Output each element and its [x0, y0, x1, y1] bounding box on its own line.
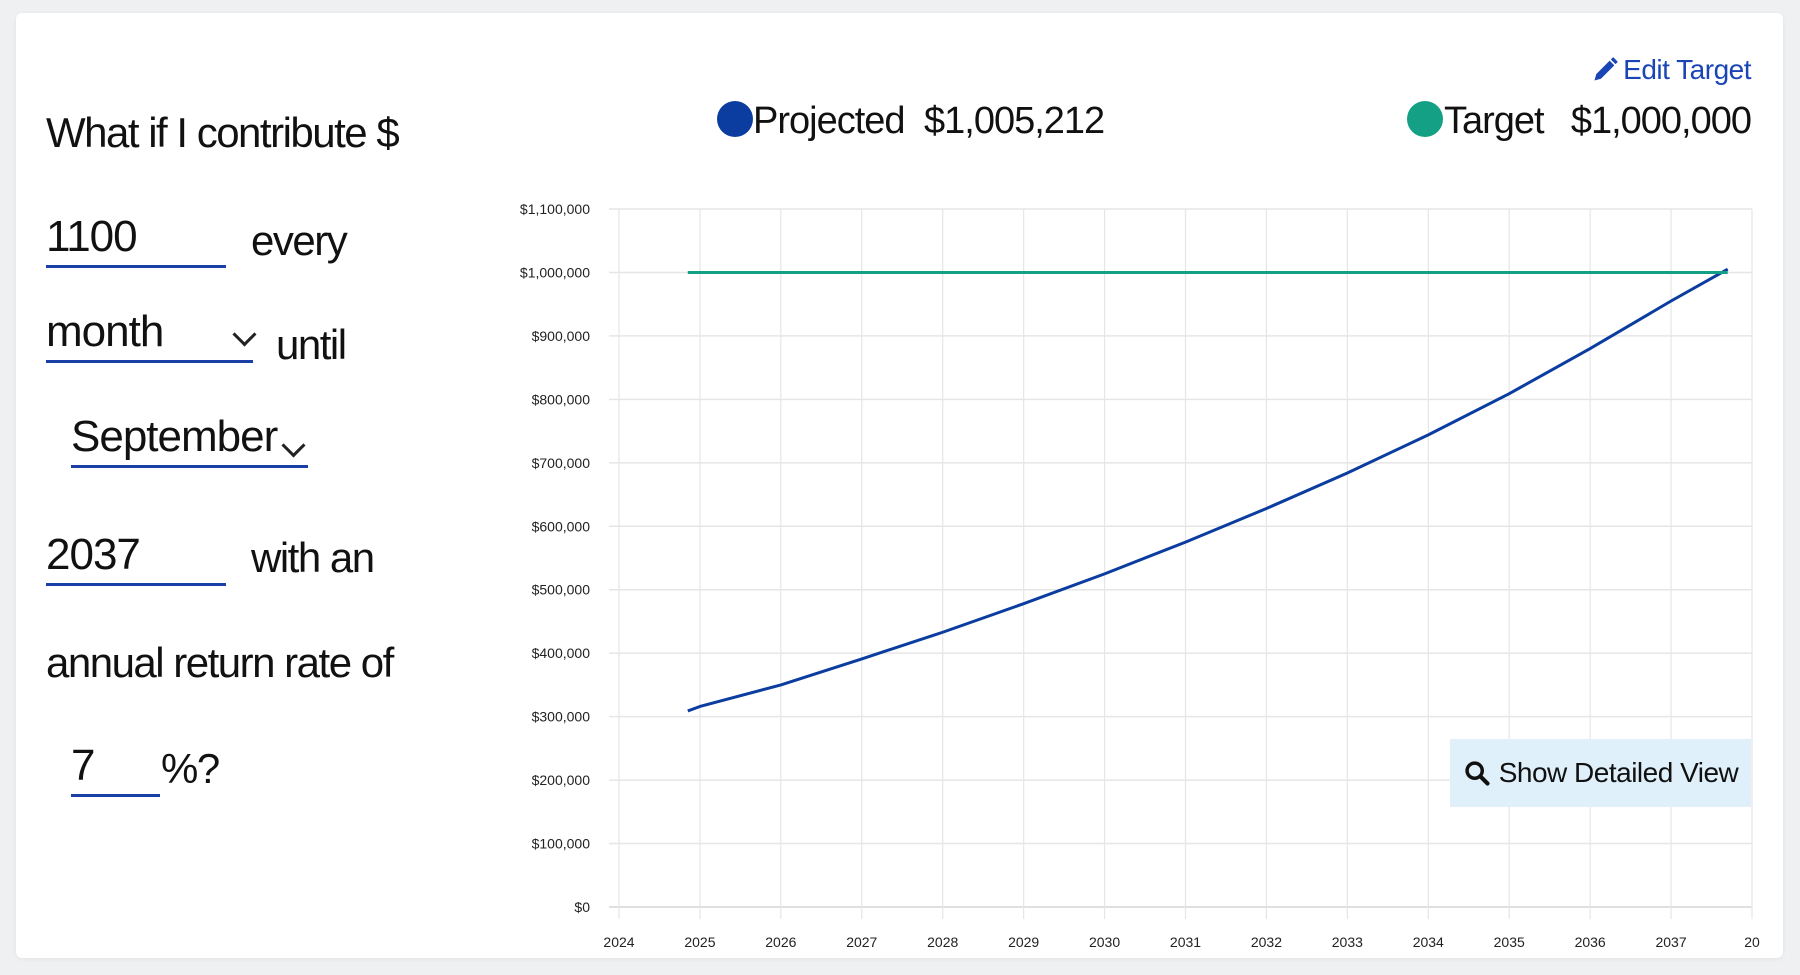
x-tick-label: 2024: [603, 934, 634, 950]
y-tick-label: $900,000: [532, 328, 591, 344]
projected-legend-dot: [717, 101, 753, 137]
x-tick-label: 2033: [1332, 934, 1363, 950]
projected-label: Projected: [753, 100, 906, 142]
x-tick-label: 2029: [1008, 934, 1039, 950]
show-detailed-view-button[interactable]: Show Detailed View: [1450, 739, 1751, 807]
until-label: until: [276, 321, 347, 368]
y-tick-label: $600,000: [532, 518, 591, 534]
x-tick-label: 2036: [1575, 934, 1606, 950]
edit-target-label: Edit Target: [1623, 54, 1751, 85]
amount-value: 1100: [46, 212, 138, 261]
end-month-select[interactable]: September: [71, 405, 308, 468]
y-tick-label: $500,000: [532, 582, 591, 598]
end-year-input[interactable]: 2037: [46, 522, 226, 586]
rate-label: annual return rate of: [46, 639, 394, 686]
pencil-icon: [1594, 57, 1618, 81]
end-year-value: 2037: [46, 530, 141, 579]
y-tick-label: $100,000: [532, 836, 591, 852]
y-tick-label: $1,100,000: [520, 201, 590, 217]
intro-text: What if I contribute $: [46, 109, 400, 156]
every-label: every: [251, 217, 348, 264]
percent-label: %?: [161, 745, 220, 792]
with-an-label: with an: [251, 534, 375, 581]
y-tick-label: $0: [574, 899, 590, 915]
rate-value: 7: [71, 741, 96, 790]
search-icon: [1465, 761, 1490, 786]
x-tick-label: 20: [1744, 934, 1760, 950]
x-tick-label: 2032: [1251, 934, 1282, 950]
rate-input[interactable]: 7: [71, 733, 160, 797]
target-legend-dot: [1407, 101, 1443, 137]
x-tick-label: 2027: [846, 934, 877, 950]
y-tick-label: $800,000: [532, 391, 591, 407]
y-tick-label: $200,000: [532, 772, 591, 788]
end-month-value: September: [71, 412, 278, 461]
x-tick-label: 2026: [765, 934, 796, 950]
x-tick-label: 2031: [1170, 934, 1201, 950]
projected-line: [687, 267, 1729, 713]
target-label: Target: [1444, 100, 1545, 142]
amount-input[interactable]: 1100: [46, 205, 226, 268]
x-tick-label: 2030: [1089, 934, 1120, 950]
projected-value: $1,005,212: [924, 100, 1105, 142]
frequency-select[interactable]: month: [46, 300, 257, 363]
x-tick-label: 2035: [1494, 934, 1525, 950]
x-tick-label: 2034: [1413, 934, 1444, 950]
y-tick-label: $700,000: [532, 455, 591, 471]
frequency-value: month: [46, 307, 164, 356]
show-detailed-view-label: Show Detailed View: [1498, 757, 1739, 788]
x-tick-label: 2037: [1655, 934, 1686, 950]
y-tick-label: $300,000: [532, 709, 591, 725]
y-tick-label: $1,000,000: [520, 264, 590, 280]
edit-target-link[interactable]: Edit Target: [1591, 54, 1751, 86]
target-value: $1,000,000: [1570, 100, 1752, 142]
x-tick-label: 2028: [927, 934, 958, 950]
y-tick-label: $400,000: [532, 645, 591, 661]
x-tick-label: 2025: [684, 934, 715, 950]
